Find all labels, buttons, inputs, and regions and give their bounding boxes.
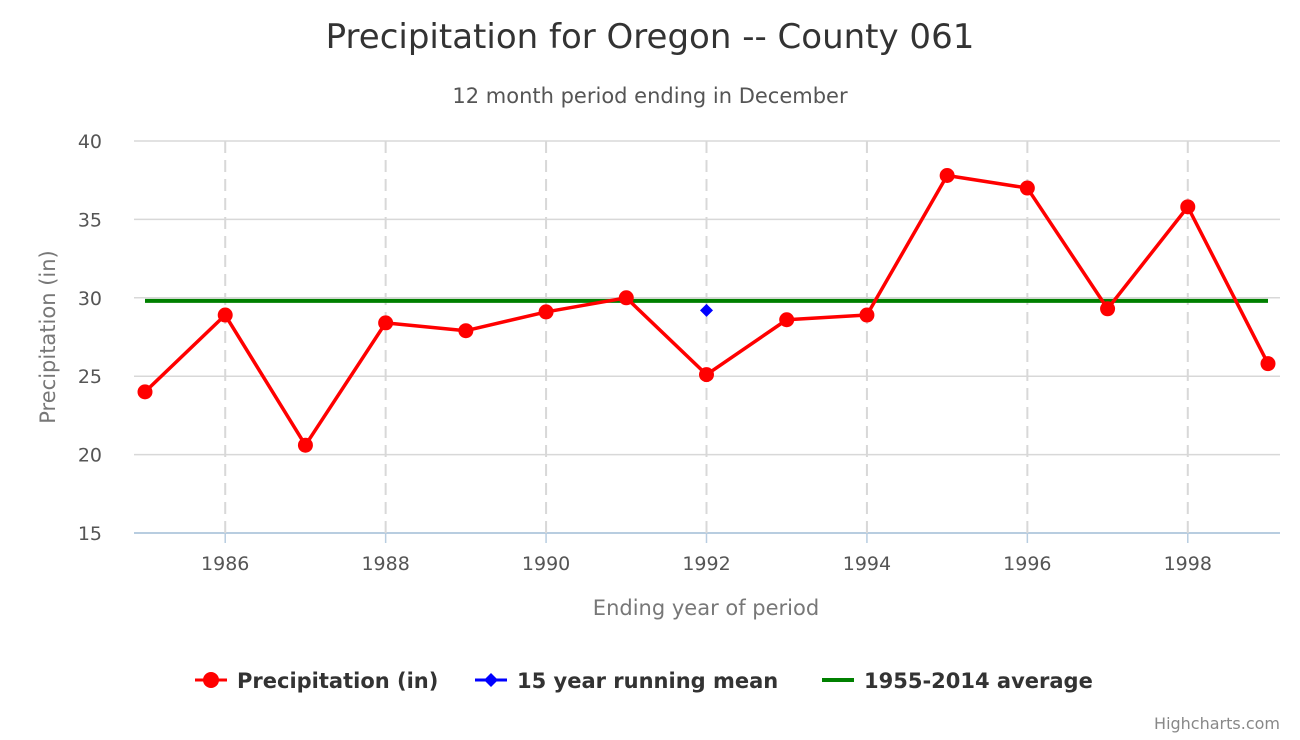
precipitation-point[interactable]: [939, 167, 955, 183]
precipitation-point[interactable]: [1019, 180, 1035, 196]
x-axis-title: Ending year of period: [593, 596, 819, 620]
chart-title: Precipitation for Oregon -- County 061: [326, 17, 975, 57]
x-axis-ticks: 1986 1988 1990 1992 1994 1996 1998: [201, 553, 1212, 575]
precipitation-point[interactable]: [859, 307, 875, 323]
precipitation-point[interactable]: [217, 307, 233, 323]
y-tick-label: 30: [78, 288, 102, 310]
precipitation-point[interactable]: [618, 290, 634, 306]
y-axis-title: Precipitation (in): [36, 250, 60, 423]
y-tick-label: 25: [78, 366, 102, 388]
x-tick-label: 1992: [682, 553, 730, 575]
precipitation-point[interactable]: [458, 323, 474, 339]
plot-series: [137, 167, 1276, 453]
y-tick-label: 20: [78, 445, 102, 467]
precipitation-point[interactable]: [1100, 301, 1116, 317]
precipitation-point[interactable]: [297, 437, 313, 453]
x-tick-label: 1990: [522, 553, 570, 575]
x-tick-label: 1994: [843, 553, 891, 575]
precipitation-point[interactable]: [538, 304, 554, 320]
precipitation-point[interactable]: [699, 367, 714, 383]
precipitation-point[interactable]: [378, 315, 394, 331]
precipitation-point[interactable]: [137, 384, 153, 400]
legend-label: 15 year running mean: [517, 669, 778, 693]
x-tick-label: 1988: [361, 553, 409, 575]
y-axis-ticks: 15 20 25 30 35 40: [78, 131, 102, 545]
x-tick-label: 1996: [1003, 553, 1051, 575]
running-mean-point[interactable]: [700, 303, 713, 317]
x-tick-label: 1986: [201, 553, 249, 575]
legend-label: Precipitation (in): [237, 669, 438, 693]
y-tick-label: 40: [78, 131, 102, 153]
plot-grid: [134, 140, 1280, 543]
y-tick-label: 15: [78, 523, 102, 545]
precipitation-point[interactable]: [1180, 199, 1196, 215]
y-tick-label: 35: [78, 209, 102, 231]
legend-item-precipitation[interactable]: Precipitation (in): [195, 669, 438, 693]
credits-link[interactable]: Highcharts.com: [1154, 714, 1280, 733]
legend-label: 1955-2014 average: [864, 669, 1093, 693]
legend-item-running-mean[interactable]: 15 year running mean: [475, 669, 778, 693]
legend-symbol-marker: [484, 673, 498, 687]
precipitation-point[interactable]: [1260, 356, 1276, 372]
legend-symbol-marker: [203, 672, 219, 688]
legend-item-average[interactable]: 1955-2014 average: [822, 669, 1093, 693]
precipitation-point[interactable]: [779, 312, 795, 328]
legend[interactable]: Precipitation (in) 15 year running mean 19…: [195, 669, 1093, 693]
x-tick-label: 1998: [1164, 553, 1212, 575]
chart-subtitle: 12 month period ending in December: [452, 84, 848, 108]
